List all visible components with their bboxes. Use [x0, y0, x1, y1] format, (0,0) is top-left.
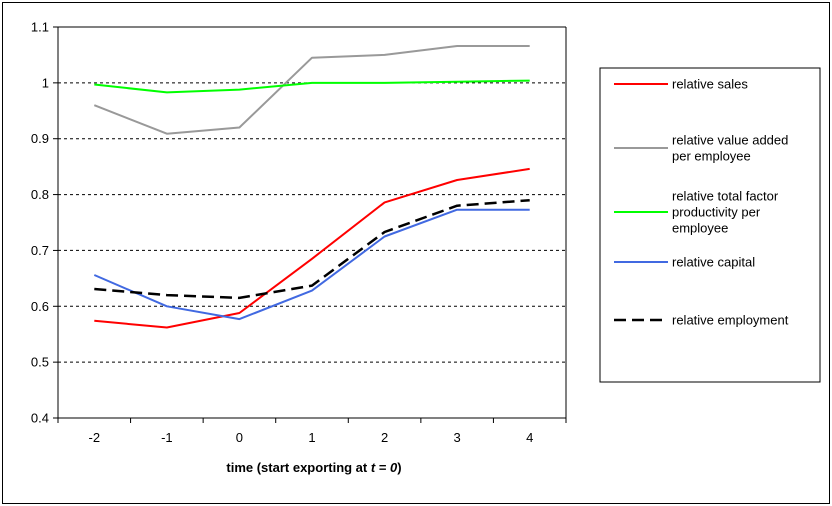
series-line-4 — [94, 198, 530, 300]
legend-label-1: relative value added per employee — [672, 133, 788, 164]
legend-label-0: relative sales — [672, 77, 748, 92]
legend-label-line: relative sales — [672, 77, 748, 92]
x-axis-label-prefix: time (start exporting at — [226, 460, 370, 475]
legend-label-line: productivity per — [672, 205, 761, 220]
plot-area: 0.4 0.5 0.6 0.7 0.8 0.9 1 1.1 -2 -1 0 1 2 3 4 — [31, 20, 567, 445]
x-tick-label-1: -1 — [161, 430, 173, 445]
series-line-1 — [93, 45, 530, 135]
y-tick-label-4: 0.8 — [31, 187, 49, 202]
x-axis-label-suffix: ) — [397, 460, 401, 475]
legend-label-line: employee — [672, 221, 728, 236]
x-axis-label-mid: = — [375, 460, 390, 475]
y-tick-label-3: 0.7 — [31, 243, 49, 258]
y-tick-label-0: 0.4 — [31, 411, 49, 426]
legend-label-2: relative total factor productivity per emp… — [672, 189, 779, 236]
x-tick-label-4: 2 — [381, 430, 388, 445]
legend-label-line: relative total factor — [672, 189, 779, 204]
series-line-0 — [94, 167, 530, 329]
legend-label-line: relative capital — [672, 255, 755, 270]
legend: relative sales relative value added per em… — [599, 67, 821, 383]
legend-label-4: relative employment — [672, 313, 789, 328]
legend-box — [599, 67, 821, 383]
x-tick-label-2: 0 — [236, 430, 243, 445]
plot-background — [58, 27, 566, 418]
legend-label-line: relative employment — [672, 313, 789, 328]
legend-label-line: per employee — [672, 149, 751, 164]
legend-label-3: relative capital — [672, 255, 755, 270]
series-line-3 — [93, 208, 530, 321]
x-axis-label: time (start exporting at t = 0) — [226, 460, 401, 475]
series-line-2 — [94, 79, 530, 94]
x-axis-label-val: 0 — [390, 460, 398, 475]
y-tick-label-1: 0.5 — [31, 355, 49, 370]
y-tick-label-5: 0.9 — [31, 131, 49, 146]
y-tick-label-2: 0.6 — [31, 299, 49, 314]
y-tick-label-6: 1 — [42, 75, 49, 90]
x-tick-label-5: 3 — [454, 430, 461, 445]
x-axis-label-var: t — [371, 460, 376, 475]
x-tick-label-3: 1 — [308, 430, 315, 445]
y-tick-label-7: 1.1 — [31, 20, 49, 35]
x-tick-label-0: -2 — [89, 430, 101, 445]
legend-label-line: relative value added — [672, 133, 788, 148]
x-tick-label-6: 4 — [526, 430, 533, 445]
